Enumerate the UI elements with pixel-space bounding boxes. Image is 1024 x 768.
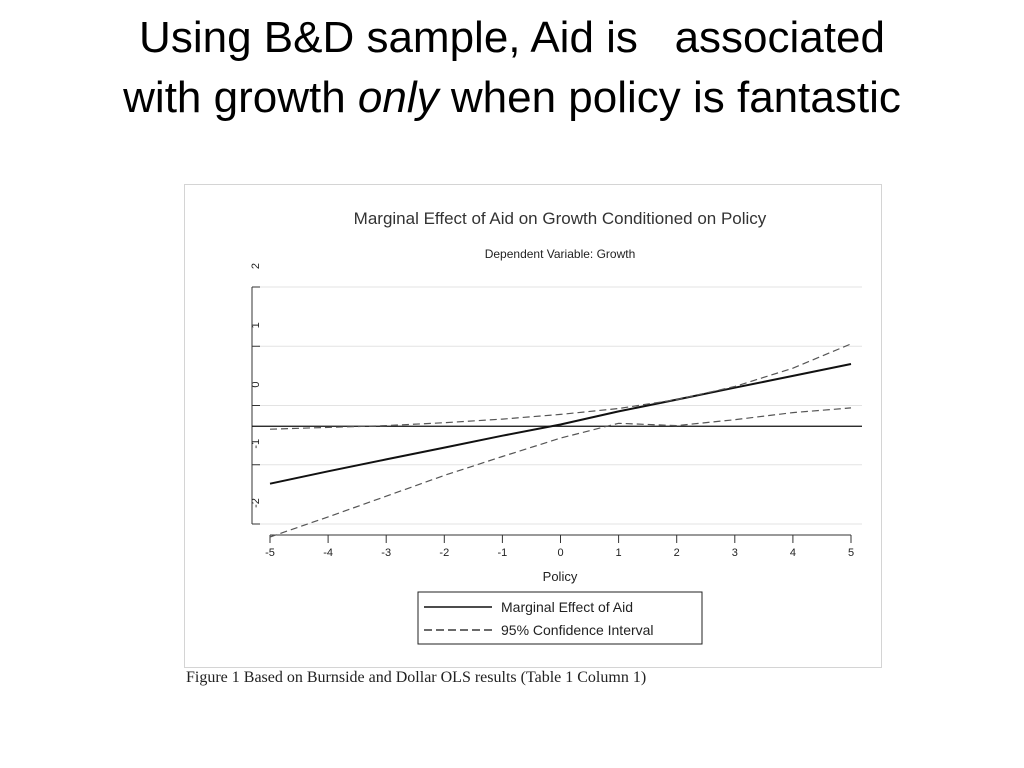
x-axis-title: Policy [543,569,578,584]
x-tick-label: -4 [323,547,333,559]
x-tick-label: 2 [674,547,680,559]
chart-subtitle: Dependent Variable: Growth [485,247,636,261]
legend-label-ci: 95% Confidence Interval [501,622,654,638]
x-tick-label: 0 [557,547,563,559]
figure-caption: Figure 1 Based on Burnside and Dollar OL… [186,669,647,686]
title-emphasis-only: only [357,73,439,122]
x-tick-label: 3 [732,547,738,559]
legend-box [417,591,703,645]
title-line-2: with growth only when policy is fantasti… [0,68,1024,128]
x-tick-label: 5 [848,547,854,559]
y-tick-label: 0 [250,381,262,387]
y-tick-label: 1 [250,322,262,328]
y-tick-label: 2 [250,263,262,269]
y-tick-label: -2 [250,498,262,508]
series-lines [269,343,852,538]
ci-lower-line [269,407,852,538]
axes: -2 -1 0 1 2 -5 -4 -3 -2 -1 0 1 2 3 4 5 [250,263,862,559]
x-tick-label: -1 [498,547,508,559]
x-tick-label: -5 [265,547,275,559]
x-tick-label: 1 [616,547,622,559]
ci-upper-line [269,343,852,430]
x-tick-label: -2 [439,547,449,559]
title-line-2-end: when policy is fantastic [438,73,901,122]
grid-lines [258,286,862,525]
title-line-2-start: with growth [123,73,358,122]
slide-title: Using B&D sample, Aid is associated with… [0,8,1024,128]
y-tick-label: -1 [250,439,262,449]
x-tick-label: 4 [790,547,796,559]
legend: Marginal Effect of Aid 95% Confidence In… [417,591,703,645]
marginal-effect-line [269,363,852,485]
title-line-1: Using B&D sample, Aid is associated [139,13,885,62]
chart-title: Marginal Effect of Aid on Growth Conditi… [354,209,767,228]
x-tick-label: -3 [381,547,391,559]
legend-label-effect: Marginal Effect of Aid [501,599,633,615]
